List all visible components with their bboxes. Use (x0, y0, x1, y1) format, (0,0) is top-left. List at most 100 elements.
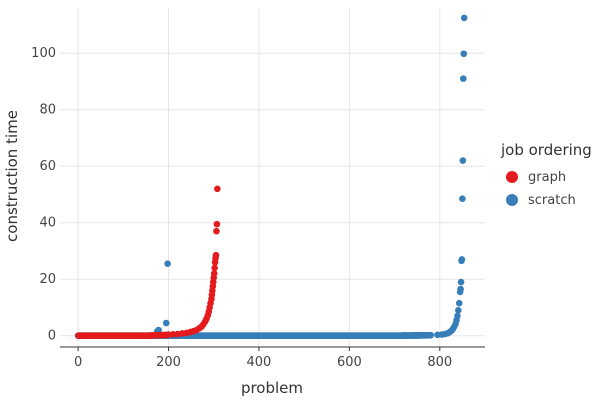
graph-point (142, 332, 149, 340)
graph-point (108, 332, 115, 340)
graph-point (129, 332, 137, 340)
graph-point (93, 332, 101, 340)
graph-point (118, 332, 125, 340)
graph-point (159, 331, 166, 339)
x-axis-title: problem (241, 379, 303, 397)
graph-point (95, 332, 102, 340)
scratch-point (457, 285, 464, 293)
graph-point (82, 332, 90, 340)
graph-point (86, 332, 94, 340)
graph-point (125, 332, 133, 340)
scratch-point (155, 326, 162, 334)
graph-point (89, 332, 97, 340)
y-tick-label: 100 (31, 46, 56, 61)
legend: job ordering graph scratch (500, 141, 592, 208)
graph-point (112, 332, 120, 340)
legend-marker-graph (506, 171, 518, 183)
graph-point (127, 332, 135, 340)
graph-point (88, 332, 95, 340)
graph-point (117, 332, 125, 340)
graph-point (139, 332, 147, 340)
grid-layer (60, 8, 485, 347)
graph-point (143, 332, 150, 339)
graph-point (107, 332, 115, 340)
graph-point (85, 332, 92, 340)
graph-point (120, 332, 128, 340)
graph-point (133, 332, 140, 340)
graph-point (132, 332, 140, 340)
graph-point (159, 331, 167, 339)
scratch-point (164, 260, 171, 267)
graph-point (110, 332, 118, 340)
graph-point (153, 331, 161, 339)
graph-point (138, 332, 146, 340)
graph-point (121, 332, 128, 340)
axes-layer (60, 346, 485, 348)
graph-point (132, 332, 139, 340)
graph-point (111, 332, 119, 340)
graph-point (124, 332, 132, 340)
scratch-point (454, 312, 461, 320)
graph-point (116, 332, 124, 340)
graph-point (76, 332, 84, 340)
graph-point (78, 332, 86, 340)
graph-point (213, 220, 221, 228)
graph-point (154, 331, 162, 339)
legend-label-graph: graph (528, 170, 566, 185)
graph-point (93, 332, 100, 340)
graph-point (138, 332, 145, 340)
graph-point (105, 332, 112, 340)
graph-point (92, 332, 100, 340)
graph-point (151, 332, 159, 339)
graph-point (148, 332, 156, 339)
graph-point (94, 332, 102, 340)
x-tick-label: 200 (156, 355, 181, 370)
graph-point (126, 332, 133, 340)
graph-point (143, 332, 151, 339)
graph-point (139, 332, 147, 340)
graph-point (155, 331, 162, 339)
graph-point (145, 332, 153, 339)
graph-point (149, 332, 157, 339)
points-layer (74, 14, 468, 340)
graph-point (213, 227, 220, 235)
graph-point (87, 332, 95, 340)
graph-point (108, 332, 116, 340)
scratch-point (459, 75, 467, 82)
graph-point (154, 331, 161, 339)
graph-point (91, 332, 99, 340)
graph-point (98, 332, 106, 340)
graph-point (110, 332, 117, 340)
graph-point (117, 332, 124, 340)
graph-point (98, 332, 105, 340)
graph-point (76, 332, 83, 340)
graph-point (77, 332, 85, 340)
graph-point (140, 332, 147, 340)
graph-point (153, 332, 160, 339)
graph-point (131, 332, 139, 340)
graph-point (122, 332, 129, 340)
graph-point (130, 332, 137, 340)
graph-point (114, 332, 122, 340)
scratch-point (460, 14, 468, 22)
graph-point (102, 332, 110, 340)
graph-point (89, 332, 96, 340)
graph-point (127, 332, 134, 340)
graph-point (102, 332, 109, 340)
graph-point (134, 332, 142, 340)
graph-point (96, 332, 103, 340)
graph-point (122, 332, 130, 340)
graph-point (150, 332, 157, 339)
graph-point (106, 332, 114, 340)
graph-point (128, 332, 135, 340)
scratch-point (458, 256, 466, 263)
graph-point (153, 331, 161, 339)
graph-point (81, 332, 88, 340)
graph-point (74, 332, 82, 340)
graph-point (104, 332, 111, 340)
graph-point (137, 332, 144, 340)
graph-point (113, 332, 121, 340)
graph-point (157, 331, 165, 339)
scratch-point (455, 299, 463, 307)
